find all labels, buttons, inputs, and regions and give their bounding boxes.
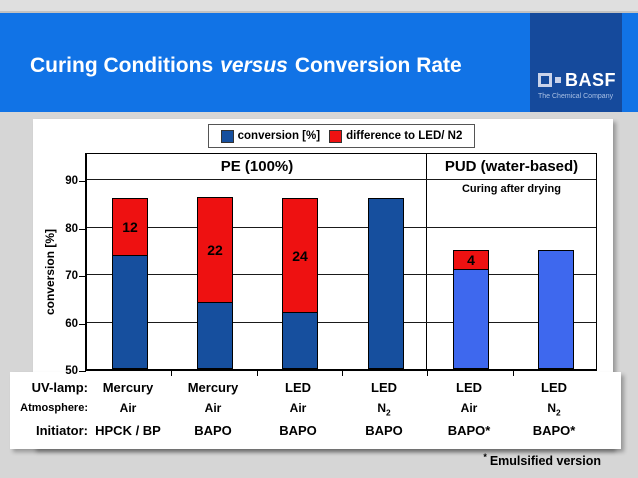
bar-segment-difference: 24 <box>282 198 318 312</box>
basf-logo-text: BASF <box>565 69 616 90</box>
bar-group-2: 22 <box>197 197 233 369</box>
chart-legend: conversion [%] difference to LED/ N2 <box>208 124 475 148</box>
bar-segment-conversion <box>453 269 489 369</box>
basf-square-filled-icon <box>555 77 561 83</box>
category-atmosphere: Air <box>460 401 478 415</box>
category-atmosphere: Air <box>289 401 307 415</box>
category-initiator: BAPO* <box>532 423 576 438</box>
bar-group-5: 4 <box>453 250 489 369</box>
category-lamp: LED <box>541 380 567 395</box>
category-initiator: BAPO <box>279 423 317 438</box>
legend-item-conversion: conversion [%] <box>220 129 321 143</box>
category-column-5: LED Air BAPO* <box>409 372 529 449</box>
basf-logo: BASF <box>538 70 616 90</box>
category-initiator: BAPO <box>365 423 403 438</box>
top-strip-divider <box>0 11 638 13</box>
category-lamp: LED <box>371 380 397 395</box>
title-versus: versus <box>220 54 288 77</box>
bar-group-1: 12 <box>112 198 148 369</box>
basf-logo-block: BASF The Chemical Company <box>530 13 622 112</box>
plot-area: PE (100%) PUD (water-based) Curing after… <box>85 153 597 371</box>
category-lamp: Mercury <box>102 380 154 395</box>
footnote-star: * <box>483 452 487 462</box>
bar-segment-difference: 12 <box>112 198 148 255</box>
bar-segment-conversion <box>197 302 233 369</box>
bar-segment-conversion <box>368 198 404 369</box>
section-title-pud: PUD (water-based) <box>444 158 579 175</box>
bar-value-label: 4 <box>467 252 475 268</box>
category-column-1: Mercury Air HPCK / BP <box>68 372 188 449</box>
gridline-70 <box>87 274 596 275</box>
section-title-pe: PE (100%) <box>220 158 294 175</box>
category-column-6: LED N2 BAPO* <box>494 372 614 449</box>
category-atmosphere: Air <box>119 401 137 415</box>
legend-item-difference: difference to LED/ N2 <box>329 129 463 143</box>
bar-group-3: 24 <box>282 198 318 369</box>
basf-square-outline-icon <box>538 73 552 87</box>
title-part2: Conversion Rate <box>294 54 462 77</box>
category-atmosphere: Air <box>204 401 222 415</box>
legend-label-conversion: conversion [%] <box>237 130 321 142</box>
section-note-curing: Curing after drying <box>461 183 561 195</box>
bar-value-label: 12 <box>122 219 138 235</box>
bar-group-4 <box>368 198 404 369</box>
gridline-90 <box>87 179 596 180</box>
category-lamp: LED <box>285 380 311 395</box>
footnote-text: Emulsified version <box>489 454 601 469</box>
category-column-3: LED Air BAPO <box>238 372 358 449</box>
category-initiator: BAPO* <box>447 423 491 438</box>
xaxis-row-label-initiator: Initiator: <box>36 423 88 438</box>
bar-value-label: 22 <box>207 242 223 258</box>
basf-tagline: The Chemical Company <box>538 93 614 100</box>
bar-group-6 <box>538 250 574 369</box>
category-initiator: HPCK / BP <box>95 423 161 438</box>
bar-segment-conversion <box>112 255 148 369</box>
legend-label-difference: difference to LED/ N2 <box>346 130 463 142</box>
bar-segment-conversion <box>538 250 574 369</box>
category-column-4: LED N2 BAPO <box>324 372 444 449</box>
category-atmosphere: N2 <box>547 401 561 418</box>
category-lamp: Mercury <box>187 380 239 395</box>
page-title: Curing Conditions versus Conversion Rate <box>30 54 462 78</box>
category-column-2: Mercury Air BAPO <box>153 372 273 449</box>
footnote: * Emulsified version <box>483 452 601 468</box>
gridline-80 <box>87 227 596 228</box>
top-strip <box>0 0 638 11</box>
category-label-strip: UV-lamp: Atmosphere: Initiator: Mercury A… <box>10 372 621 449</box>
legend-key-red-icon <box>329 129 343 143</box>
xaxis-row-label-atmosphere: Atmosphere: <box>20 402 88 414</box>
category-lamp: LED <box>456 380 482 395</box>
bar-segment-conversion <box>282 312 318 369</box>
legend-key-blue-icon <box>220 129 234 143</box>
section-divider-line <box>426 154 427 369</box>
title-part1: Curing Conditions <box>30 54 214 77</box>
bar-segment-difference: 4 <box>453 250 489 269</box>
category-initiator: BAPO <box>194 423 232 438</box>
gridline-60 <box>87 322 596 323</box>
xaxis-row-label-lamp: UV-lamp: <box>31 380 88 395</box>
bar-segment-difference: 22 <box>197 197 233 302</box>
category-atmosphere: N2 <box>377 401 391 418</box>
bar-value-label: 24 <box>292 248 308 264</box>
